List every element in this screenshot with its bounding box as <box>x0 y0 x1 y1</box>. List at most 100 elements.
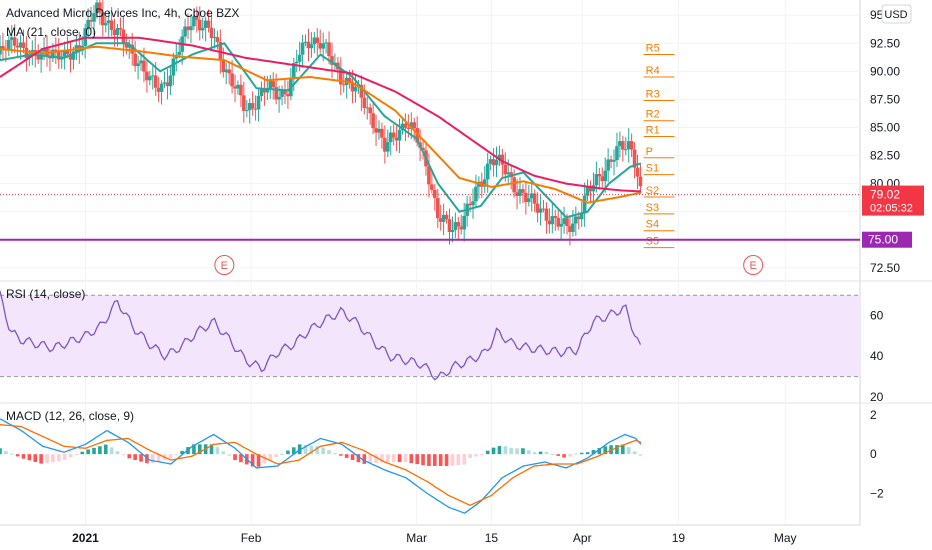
signal-line <box>0 424 642 507</box>
candle <box>283 78 287 105</box>
candle <box>271 72 276 100</box>
candle <box>256 87 261 122</box>
macd-histogram-bar <box>227 454 231 456</box>
candle <box>165 68 170 100</box>
candle <box>303 34 308 47</box>
svg-text:75.00: 75.00 <box>868 233 898 247</box>
macd-histogram-bar <box>450 454 455 466</box>
candle <box>294 49 299 73</box>
candle <box>488 155 493 171</box>
symbol-title: Advanced Micro Devices Inc, 4h, Cboe BZX <box>6 6 239 20</box>
candle <box>312 31 317 54</box>
candle <box>383 125 387 164</box>
candle <box>582 182 587 227</box>
ma-line-3 <box>0 36 642 193</box>
candle <box>421 139 425 160</box>
macd-histogram-bar <box>532 452 537 455</box>
candle <box>524 183 528 215</box>
macd-histogram-bar <box>56 454 61 462</box>
pivot-label-s3: S3 <box>646 202 659 214</box>
earnings-marker: E <box>214 255 235 275</box>
candle <box>242 81 246 123</box>
candle <box>183 18 187 47</box>
macd-histogram-bar <box>103 444 108 455</box>
candle <box>189 14 193 44</box>
candle <box>433 183 437 211</box>
candle <box>371 101 375 135</box>
macd-tick-label: −2 <box>870 487 884 501</box>
time-tick-label: 15 <box>485 531 499 545</box>
macd-legend: MACD (12, 26, close, 9) <box>6 409 134 423</box>
pivot-label-r1: R1 <box>646 124 660 136</box>
macd-histogram-bar <box>209 444 214 455</box>
macd-histogram-bar <box>556 454 560 456</box>
candle <box>635 154 640 189</box>
macd-histogram-bar <box>21 454 26 459</box>
horizontal-line-75[interactable] <box>0 194 860 241</box>
candle <box>553 209 558 232</box>
macd-histogram-bar <box>256 454 261 467</box>
candle <box>9 25 14 54</box>
candle <box>68 42 73 73</box>
macd-histogram-bar <box>380 454 384 463</box>
candle <box>397 118 402 154</box>
candle <box>62 41 67 70</box>
macd-histogram-bar <box>221 451 226 455</box>
candle <box>253 95 258 121</box>
time-tick-label: Feb <box>241 531 262 545</box>
macd-histogram-bar <box>591 450 596 455</box>
macd-histogram-bar <box>268 454 273 461</box>
candle <box>168 66 173 96</box>
macd-histogram-bar <box>344 454 349 458</box>
candle <box>468 196 472 213</box>
macd-histogram-bar <box>156 454 161 462</box>
earnings-marker: E <box>743 255 764 275</box>
price-tick-label: 90.00 <box>870 64 900 78</box>
candle <box>391 124 396 146</box>
candle <box>148 70 152 86</box>
macd-histogram-bar <box>562 454 566 458</box>
candle <box>497 145 502 166</box>
candle <box>544 202 549 234</box>
candle <box>571 210 575 237</box>
svg-text:E: E <box>749 260 756 272</box>
candle <box>612 149 616 176</box>
macd-histogram-bar <box>291 447 296 455</box>
candle <box>618 131 622 158</box>
time-axis[interactable]: 2021 Feb Mar 15 Apr 19 May <box>72 531 796 545</box>
candle <box>239 74 243 107</box>
pivot-label-r3: R3 <box>646 89 660 101</box>
candle <box>521 184 525 204</box>
macd-histogram-bar <box>338 454 343 456</box>
candle <box>230 60 234 94</box>
macd-histogram-bar <box>233 454 237 461</box>
macd-histogram-bar <box>333 452 337 455</box>
candle <box>579 201 584 228</box>
macd-histogram-bar <box>74 454 79 456</box>
candle <box>606 148 610 183</box>
candle <box>280 85 284 106</box>
pivot-label-s5: S5 <box>646 236 659 248</box>
macd-tick-label: 2 <box>870 408 877 422</box>
currency-badge[interactable] <box>881 4 912 24</box>
candle <box>159 80 164 105</box>
price-axis[interactable]: 95.0092.5090.0087.5085.0082.5080.0077.50… <box>862 8 924 501</box>
macd-tick-label: 0 <box>870 447 877 461</box>
candle <box>133 40 137 72</box>
candle <box>588 180 593 204</box>
macd-histogram-bar <box>86 449 90 455</box>
candle <box>162 71 167 88</box>
candle <box>368 103 372 125</box>
currency-label: USD <box>884 9 907 21</box>
candle <box>427 153 431 198</box>
pivot-label-p: P <box>646 146 653 158</box>
macd-histogram-bar <box>403 454 408 463</box>
candle <box>56 38 61 69</box>
macd-histogram-bar <box>250 454 255 467</box>
macd-histogram-bar <box>362 454 367 464</box>
candle <box>233 74 237 103</box>
candle <box>527 184 531 207</box>
candle <box>585 179 590 202</box>
